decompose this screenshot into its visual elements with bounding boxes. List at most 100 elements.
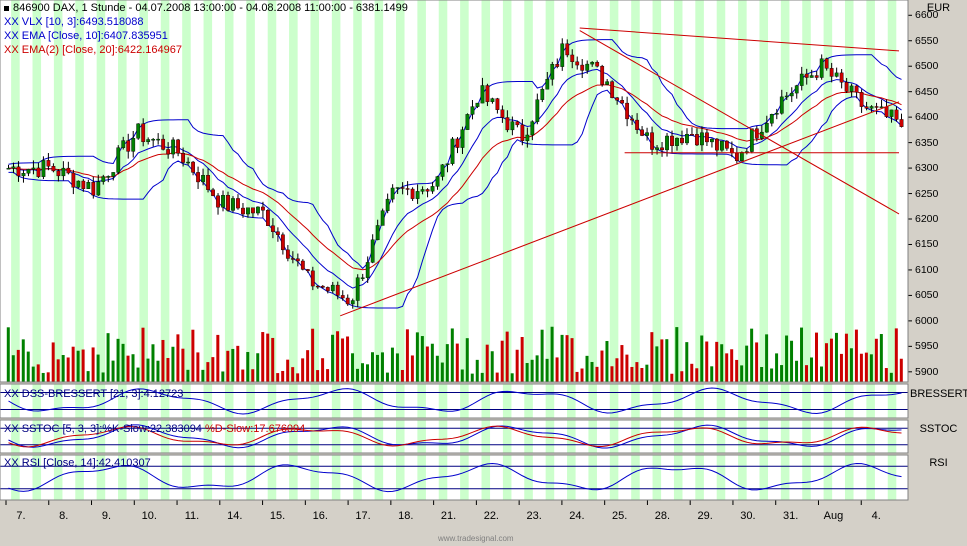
candle-body (161, 138, 166, 150)
candle-body (700, 132, 704, 146)
legend-ema10[interactable]: XX EMA [Close, 10]:6407.835951 (4, 30, 168, 42)
volume-bar (445, 344, 449, 382)
session-stripe (374, 0, 384, 382)
volume-bar (740, 365, 744, 382)
session-stripe (823, 0, 833, 382)
volume-bar (610, 366, 614, 382)
volume-bar (425, 346, 429, 382)
symbol-bullet-icon (4, 5, 9, 11)
volume-bar (21, 339, 25, 382)
session-stripe (524, 420, 533, 453)
x-tick-label: 18. (398, 510, 414, 522)
candle-body (620, 100, 625, 104)
session-stripe (75, 420, 84, 453)
volume-bar (495, 372, 499, 382)
legend-ema20[interactable]: XX EMA(2) [Close, 20]:6422.164967 (4, 44, 182, 56)
volume-bar (854, 329, 858, 382)
candle-body (829, 68, 834, 77)
gridlines (5, 14, 912, 505)
trend-lines (340, 27, 900, 317)
volume-bar (824, 343, 828, 382)
candle-body (370, 239, 375, 263)
candle-body (51, 166, 56, 172)
candle-body (809, 75, 814, 78)
candle-body (505, 117, 510, 131)
session-stripe (545, 420, 555, 453)
candle-body (769, 114, 774, 124)
legend-dss[interactable]: XX DSS-BRESSERT [21, 3]:4.12723 (4, 388, 183, 400)
volume-bar (510, 373, 514, 382)
pane-frame (0, 454, 909, 501)
session-stripe (738, 384, 747, 418)
candle-body (824, 58, 829, 69)
candle-body (520, 124, 525, 141)
x-tick-label: 22. (483, 510, 499, 522)
candle-body (485, 85, 490, 102)
session-stripe (780, 420, 790, 453)
session-stripe (738, 0, 747, 382)
candle-body (490, 98, 495, 102)
session-stripe (96, 455, 106, 500)
volume-bar (785, 335, 789, 382)
volume-bar (395, 353, 399, 382)
volume-bar (600, 350, 604, 382)
session-stripe (524, 384, 533, 418)
candle-body (645, 132, 649, 136)
volume-bar (341, 338, 345, 382)
volume-bar (680, 371, 684, 382)
volume-bar (889, 372, 893, 382)
session-stripe (182, 0, 191, 382)
session-stripe (652, 384, 662, 418)
session-stripe (289, 420, 298, 453)
candle-body (355, 277, 360, 301)
volume-bar (455, 343, 459, 382)
legend-sstoc-k: SSTOC [5, 3, 3]:%K-Slow:22.383094 (21, 423, 202, 435)
candle-body (405, 188, 410, 190)
candle-body (600, 65, 605, 85)
candle-body (435, 176, 440, 187)
volume-bar (770, 368, 774, 382)
pane-background (0, 455, 908, 500)
legend-marker: XX (4, 16, 19, 28)
volume-bar (505, 331, 509, 382)
volume-bar (136, 367, 140, 382)
volume-bar (66, 357, 70, 382)
candle-body (261, 206, 265, 211)
legend-rsi[interactable]: XX RSI [Close, 14]:42.410307 (4, 457, 151, 469)
session-stripe (224, 455, 234, 500)
x-tick-label: 21. (440, 510, 457, 522)
volume-bar (765, 334, 769, 382)
dss-title: BRESSERT (910, 388, 967, 400)
session-stripe (224, 0, 234, 382)
candle-body (834, 72, 839, 77)
session-stripe (866, 0, 875, 382)
candle-body (186, 161, 190, 164)
volume-bar (116, 338, 120, 382)
volume-bar (555, 357, 559, 382)
session-stripe (182, 455, 191, 500)
candle-body (106, 176, 111, 178)
volume-bar (465, 338, 469, 382)
session-stripe (203, 420, 213, 453)
support-trend-line (340, 101, 900, 317)
candle-body (285, 249, 290, 259)
candle-body (610, 81, 615, 98)
candle-body (670, 135, 674, 146)
legend-vlx[interactable]: XX VLX [10, 3]:6493.518088 (4, 16, 143, 28)
sstoc-title: SSTOC (919, 423, 958, 435)
session-stripe (289, 455, 298, 500)
session-stripe (545, 384, 555, 418)
session-stripe (588, 384, 597, 418)
session-stripe (246, 455, 255, 500)
session-stripe (844, 420, 854, 453)
legend-sstoc[interactable]: XX SSTOC [5, 3, 3]:%K-Slow:22.383094 %D-… (4, 423, 305, 435)
session-stripe (395, 455, 405, 500)
volume-bar (700, 335, 704, 382)
volume-bar (645, 364, 649, 382)
candle-body (36, 167, 41, 177)
session-stripe (224, 384, 234, 418)
volume-bar (540, 329, 544, 382)
legend-rsi-text: RSI [Close, 14]:42.410307 (21, 457, 151, 469)
candle-body (156, 138, 161, 141)
candle-body (590, 62, 595, 65)
